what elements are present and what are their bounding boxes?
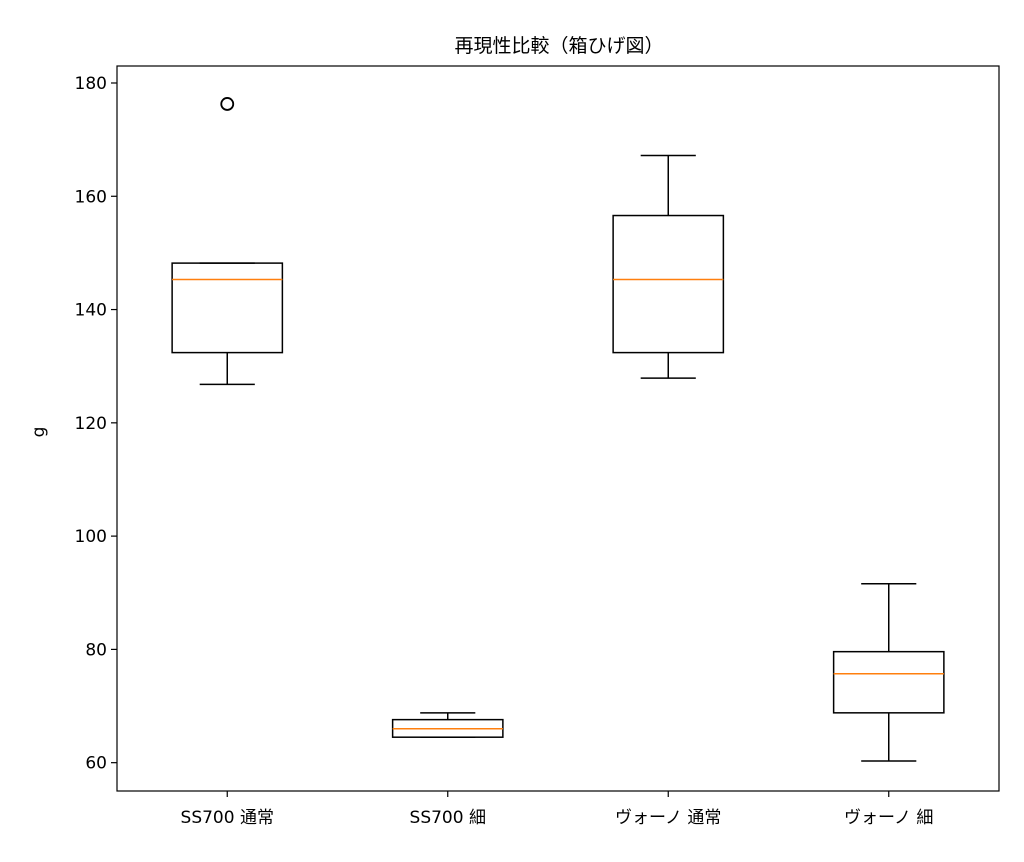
y-tick-label: 100: [75, 527, 107, 547]
x-tick-label: ヴォーノ 通常: [615, 808, 721, 828]
plot-frame: [116, 65, 1000, 792]
chart-title: 再現性比較（箱ひげ図）: [454, 35, 663, 57]
box-iqr: [171, 262, 284, 354]
x-tick-label: ヴォーノ 細: [844, 808, 933, 828]
y-tick-label: 120: [75, 414, 107, 434]
outlier-point: [220, 97, 235, 111]
box-iqr: [612, 214, 725, 354]
plot-area: 60 80 100 120 140 160 180 SS700 通常 SS700 細 ヴォーノ 通…: [75, 65, 1000, 828]
y-axis-label: g: [29, 427, 49, 438]
x-tick-label: SS700 細: [410, 808, 486, 828]
y-tick-label: 160: [75, 187, 107, 207]
box-iqr: [832, 650, 945, 714]
x-tick-label: SS700 通常: [181, 808, 274, 828]
y-tick-label: 60: [85, 754, 107, 774]
y-tick-label: 80: [85, 640, 107, 660]
y-tick-label: 140: [75, 301, 107, 321]
y-tick-label: 180: [75, 74, 107, 94]
